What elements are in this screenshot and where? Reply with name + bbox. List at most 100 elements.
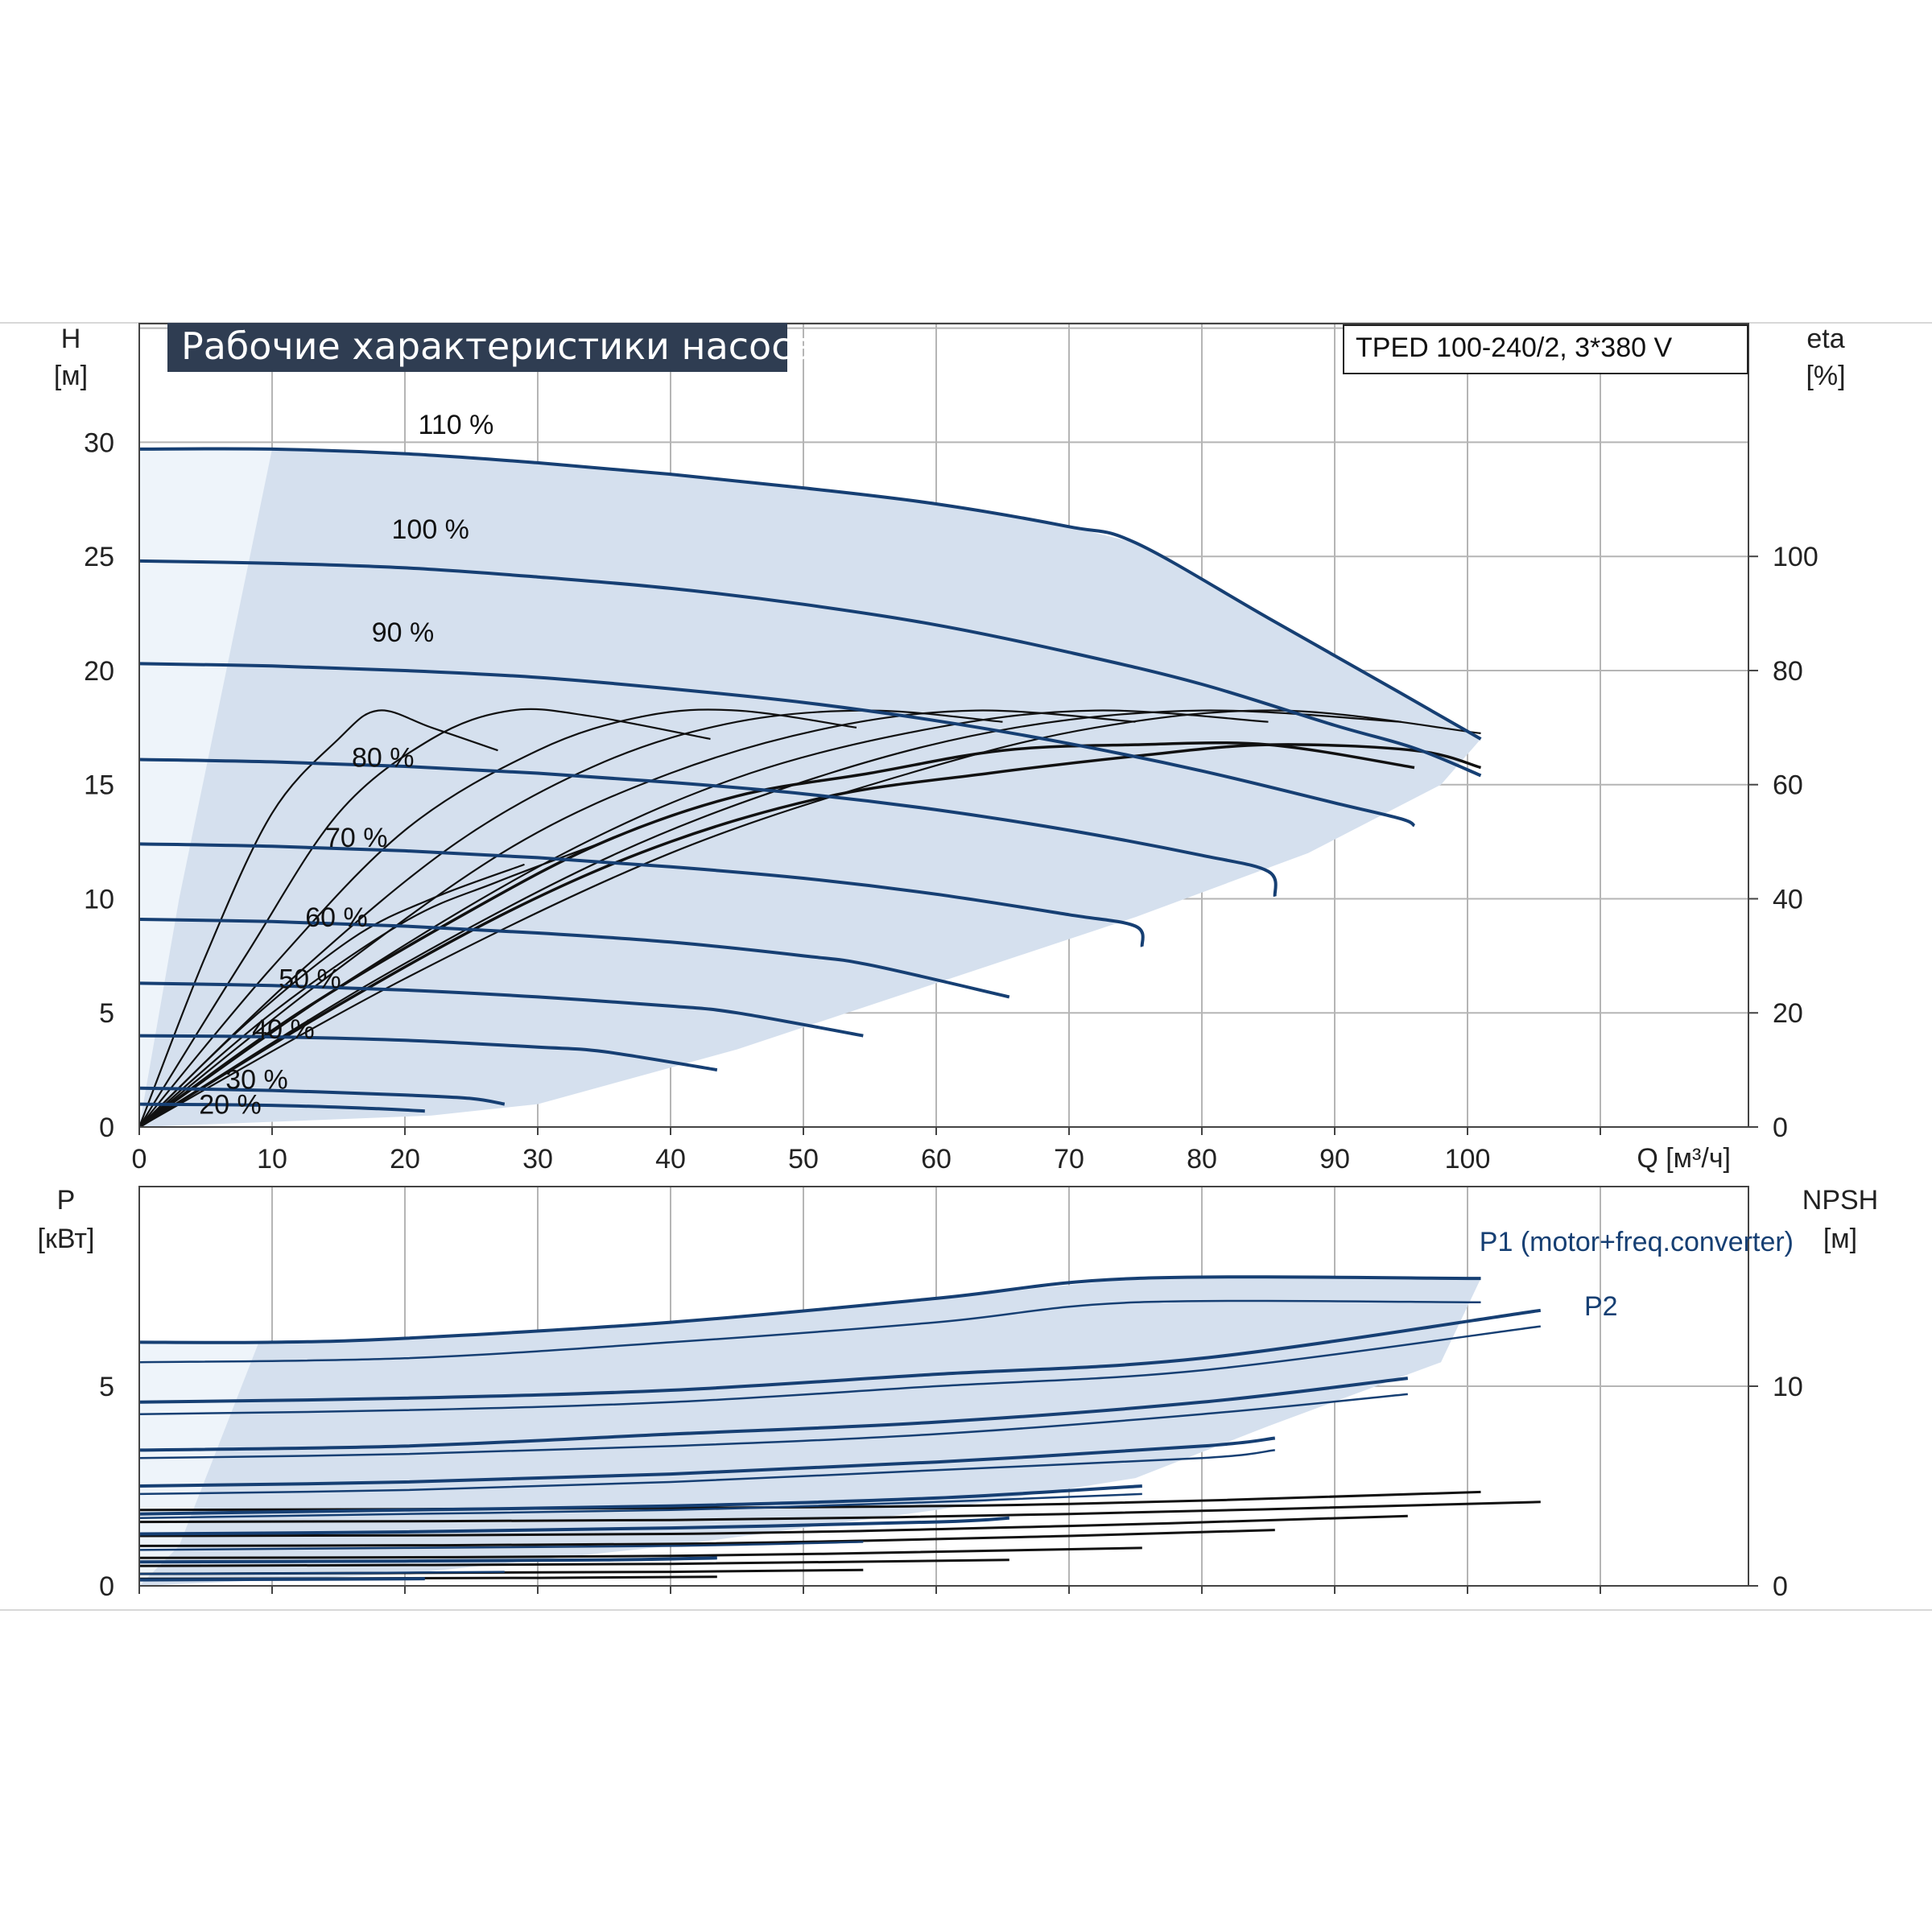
y-left-label-bottom: P: [57, 1185, 76, 1216]
y-left-label-top: H: [61, 324, 81, 354]
chart-title: Рабочие характеристики насоса: [181, 324, 815, 368]
y-right-tick-label: 80: [1773, 656, 1803, 687]
head-efficiency-panel: 110 %100 %90 %80 %70 %60 %50 %40 %30 %20…: [54, 323, 1846, 1174]
x-tick-label: 80: [1187, 1144, 1217, 1174]
y-right-tick-label: 0: [1773, 1571, 1788, 1602]
power-curve: [139, 1275, 1481, 1344]
power-curve: [139, 1492, 1142, 1519]
speed-labels: 110 % 100 % 90 % 80 % 70 % 60 % 50 % 40 % 30 %20…: [199, 410, 493, 1121]
head-curve: [139, 981, 864, 1038]
x-tick-label: 0: [132, 1144, 147, 1174]
efficiency-curve: [139, 863, 525, 1127]
head-curve: [139, 1086, 506, 1106]
y-right-label-bottom: NPSH: [1802, 1185, 1878, 1216]
x-tick-label: 50: [788, 1144, 819, 1174]
low-flow-region: [139, 448, 272, 1127]
x-tick-label: 90: [1319, 1144, 1350, 1174]
speed-label: 80 %: [352, 743, 415, 774]
efficiency-curve: [139, 708, 711, 1127]
y-right-tick-label: 100: [1773, 542, 1818, 572]
model-box: [1343, 324, 1748, 374]
y-left-tick-label: 0: [99, 1571, 114, 1602]
power-region-fill: [139, 1278, 1481, 1586]
speed-label: 40 %: [252, 1014, 315, 1045]
head-curve: [139, 447, 1482, 741]
power-curve: [139, 1377, 1409, 1452]
top-plot-frame: [138, 323, 1749, 1128]
y-right-unit-bottom: [м]: [1823, 1224, 1857, 1254]
y-left-tick-label: 25: [84, 542, 114, 572]
power-curve: [139, 1449, 1275, 1496]
y-left-tick-label: 30: [84, 427, 114, 458]
y-left-tick-label: 0: [99, 1113, 114, 1143]
y-right-tick-label: 10: [1773, 1372, 1803, 1402]
npsh-curve: [139, 1558, 1009, 1567]
head-curves: [139, 447, 1482, 1113]
npsh-curve: [139, 1514, 1408, 1538]
power-curve: [139, 1516, 1009, 1536]
efficiency-curve: [139, 709, 498, 1127]
power-curve: [139, 1393, 1408, 1459]
power-curve: [139, 1325, 1541, 1415]
y-left-unit-bottom: [кВт]: [38, 1224, 95, 1254]
head-curve: [139, 1034, 718, 1072]
x-tick-label: 60: [921, 1144, 952, 1174]
speed-label: 20 %: [199, 1090, 262, 1121]
y-left-tick-label: 5: [99, 1372, 114, 1402]
y-left-tick-label: 15: [84, 770, 114, 801]
power-npsh-panel: 0 5 0 10 P [кВт] NPSH [м] P1 (motor+freq.co…: [38, 1185, 1879, 1602]
x-tick-label: 10: [257, 1144, 287, 1174]
power-curve: [139, 1436, 1276, 1488]
npsh-curve: [139, 1546, 1142, 1559]
x-tick-label: 20: [390, 1144, 420, 1174]
npsh-curve: [139, 1529, 1275, 1547]
y-left-tick-label: 5: [99, 998, 114, 1029]
p2-label: P2: [1584, 1291, 1618, 1322]
operating-region: [139, 448, 1481, 1127]
head-curve: [139, 842, 1145, 947]
efficiency-curve: [139, 743, 1481, 1127]
x-tick-label: 70: [1054, 1144, 1084, 1174]
power-region: [139, 1278, 1481, 1586]
top-ticks: 0 10 20 30 40 50 60 70 80 90 100 0 5 10 15 20 25 30 0 20 40 6…: [84, 427, 1818, 1174]
y-left-tick-label: 20: [84, 656, 114, 687]
x-tick-label: 30: [522, 1144, 553, 1174]
y-right-unit-top: [%]: [1806, 361, 1845, 391]
speed-label: 50 %: [279, 964, 341, 995]
head-curve: [139, 758, 1278, 898]
speed-label: 70 %: [325, 823, 388, 853]
head-curve: [139, 1102, 425, 1113]
speed-label: 60 %: [305, 902, 368, 933]
power-curve: [139, 1484, 1142, 1516]
y-right-label-top: eta: [1806, 324, 1844, 354]
bottom-ticks: 0 5 0 10: [99, 1372, 1803, 1602]
speed-label: 30 %: [225, 1064, 288, 1095]
head-curve: [139, 918, 1010, 999]
efficiency-curve: [139, 840, 605, 1127]
speed-label: 90 %: [372, 617, 435, 648]
y-right-tick-label: 0: [1773, 1113, 1788, 1143]
model-label: TPED 100-240/2, 3*380 V: [1356, 332, 1672, 363]
x-tick-label: 100: [1445, 1144, 1491, 1174]
power-curve: [139, 1577, 425, 1582]
speed-label: 100 %: [392, 514, 469, 545]
head-curve: [139, 559, 1482, 778]
title-box: [167, 323, 787, 372]
power-curve: [139, 1308, 1542, 1404]
y-right-tick-label: 60: [1773, 770, 1803, 801]
head-curve: [139, 662, 1416, 828]
y-right-tick-label: 20: [1773, 998, 1803, 1029]
x-tick-label: 40: [655, 1144, 686, 1174]
y-right-tick-label: 40: [1773, 884, 1803, 914]
npsh-curve: [139, 1501, 1541, 1524]
p1-label: P1 (motor+freq.converter): [1480, 1227, 1794, 1257]
power-curve: [139, 1571, 505, 1575]
speed-label: 110 %: [419, 410, 494, 440]
operating-region-fill: [139, 448, 1481, 1127]
power-curve: [139, 1299, 1481, 1364]
y-left-unit-top: [м]: [54, 361, 88, 391]
power-curve: [139, 1541, 864, 1551]
y-left-tick-label: 10: [84, 884, 114, 914]
power-curves: [139, 1275, 1542, 1582]
